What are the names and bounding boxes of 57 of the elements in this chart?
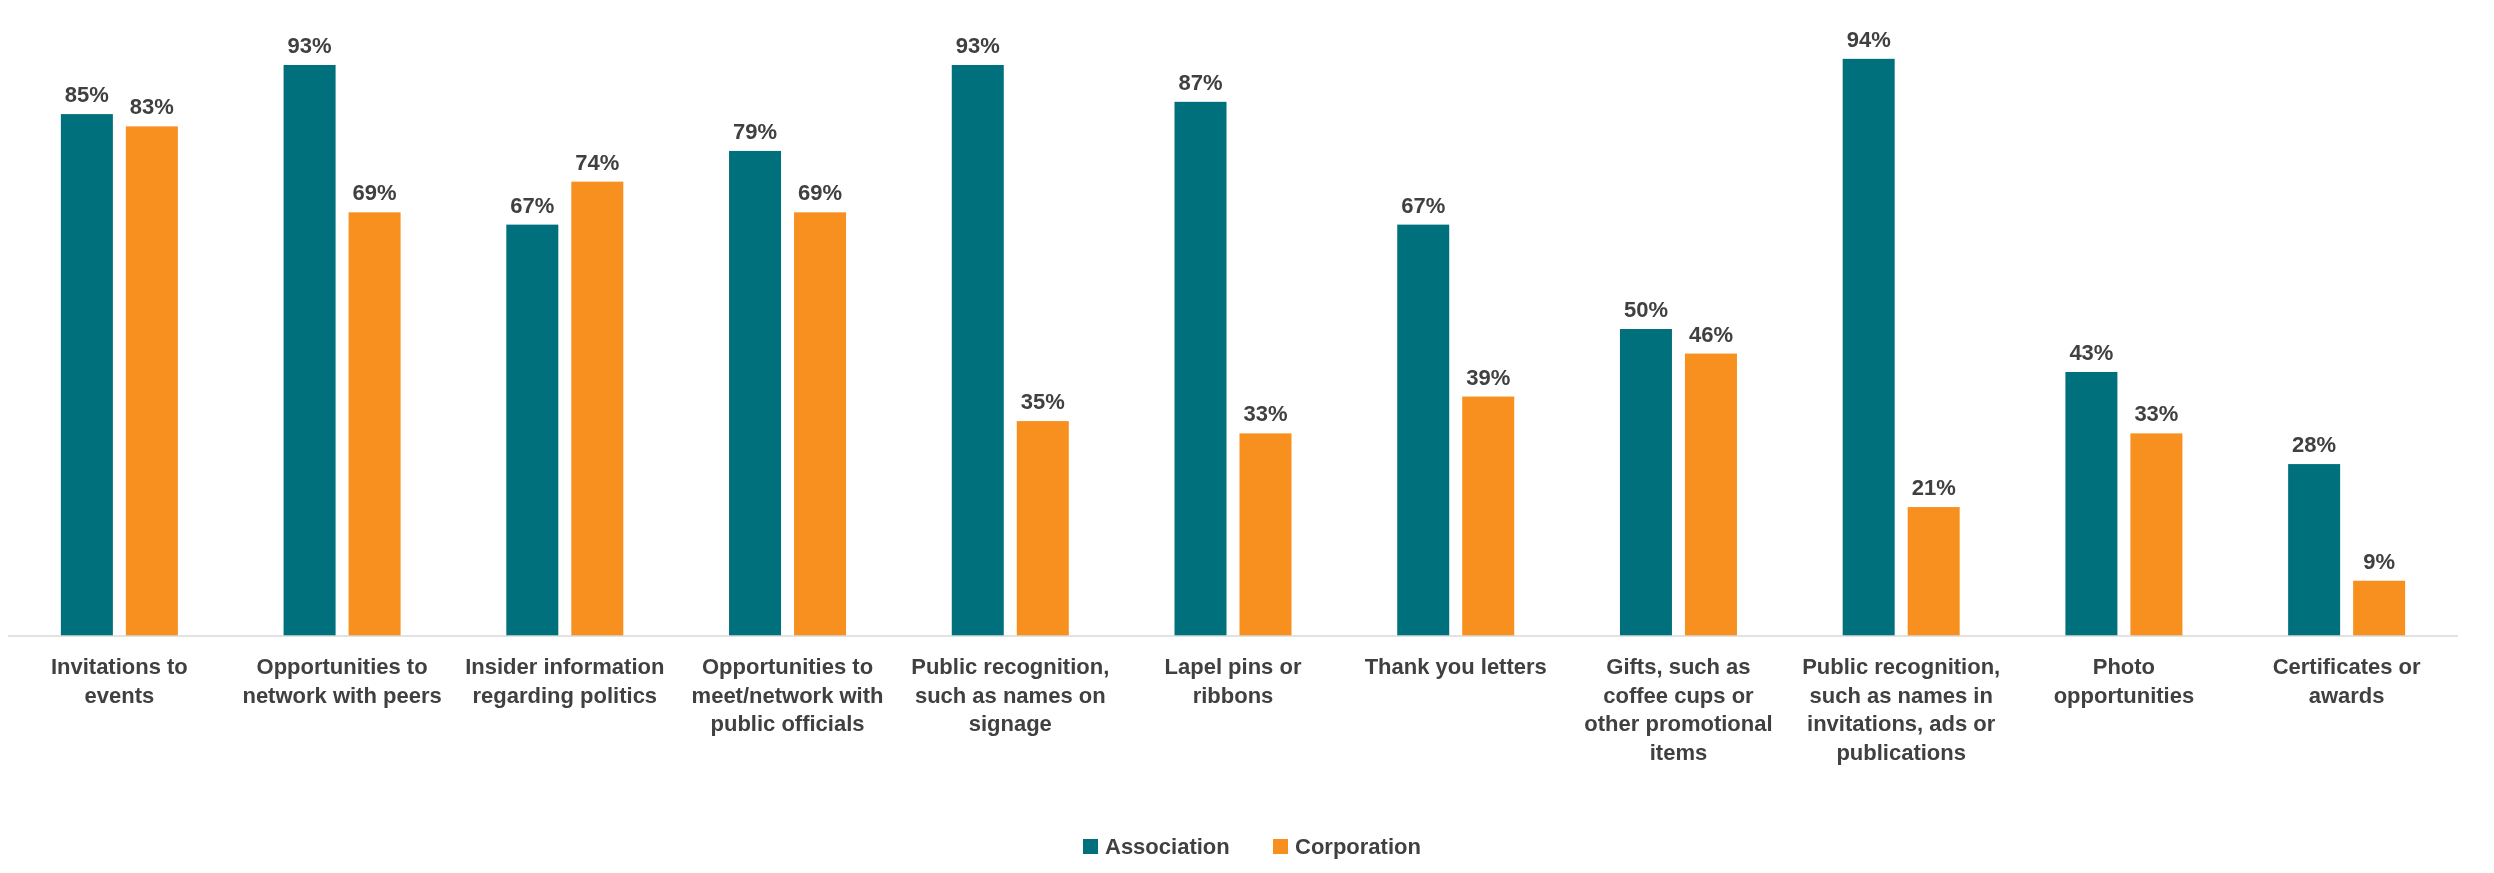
bar	[729, 150, 782, 636]
x-tick-label: Thank you letters	[1364, 654, 1547, 679]
bar	[2353, 580, 2406, 636]
bar	[60, 114, 113, 636]
bar	[1684, 353, 1737, 636]
data-label: 79%	[733, 118, 778, 144]
bar	[2065, 371, 2118, 636]
data-label: 74%	[575, 149, 620, 175]
bar	[2130, 433, 2183, 636]
bar	[1016, 421, 1069, 636]
data-label: 94%	[1846, 26, 1891, 52]
bar	[1619, 329, 1672, 636]
x-tick-label: Insider information regarding politics	[465, 654, 665, 708]
data-label: 87%	[1178, 69, 1223, 95]
data-label: 69%	[798, 180, 843, 206]
x-tick-label: Photo opportunities	[2053, 654, 2195, 708]
bar	[1174, 101, 1227, 636]
data-label: 33%	[2134, 401, 2179, 427]
data-label: 9%	[2363, 548, 2396, 574]
data-label: 39%	[1466, 364, 1511, 390]
bar	[506, 224, 559, 636]
bar	[571, 181, 624, 636]
data-label: 33%	[1243, 401, 1288, 427]
data-label: 67%	[1401, 192, 1446, 218]
bar	[1239, 433, 1292, 636]
bar	[794, 212, 847, 636]
data-label: 67%	[510, 192, 555, 218]
data-label: 28%	[2292, 432, 2337, 458]
x-tick-label: Lapel pins or ribbons	[1164, 654, 1302, 708]
data-label: 35%	[1020, 389, 1065, 415]
bar	[951, 64, 1004, 636]
x-tick-label: Public recognition, such as names on signage	[911, 654, 1110, 737]
x-tick-label: Opportunities to meet/network with public officials	[691, 654, 884, 737]
legend-label: Corporation	[1295, 834, 1421, 859]
bar	[1907, 507, 1960, 636]
bar	[348, 212, 401, 636]
data-label: 43%	[2069, 339, 2114, 365]
data-label: 50%	[1623, 297, 1668, 322]
data-label: 93%	[287, 32, 332, 58]
data-label: 83%	[129, 94, 174, 120]
bar	[1397, 224, 1450, 636]
data-label: 21%	[1911, 475, 1956, 501]
data-label: 46%	[1688, 321, 1733, 347]
bar	[1462, 396, 1515, 636]
x-tick-label: Opportunities to network with peers	[242, 654, 442, 708]
data-label: 85%	[64, 82, 109, 108]
x-tick-label: Gifts, such as coffee cups or other promotional items	[1584, 654, 1773, 765]
bar	[125, 126, 178, 636]
legend-label: Association	[1105, 834, 1230, 859]
bar	[2288, 464, 2341, 636]
x-tick-label: Public recognition, such as names in invitations, ads or publications	[1802, 654, 2001, 765]
bar	[1842, 58, 1895, 636]
bar	[283, 64, 336, 636]
data-label: 93%	[955, 32, 1000, 58]
data-label: 69%	[352, 180, 397, 206]
x-tick-label: Certificates or awards	[2272, 654, 2422, 708]
x-tick-label: Invitations to events	[50, 654, 188, 708]
